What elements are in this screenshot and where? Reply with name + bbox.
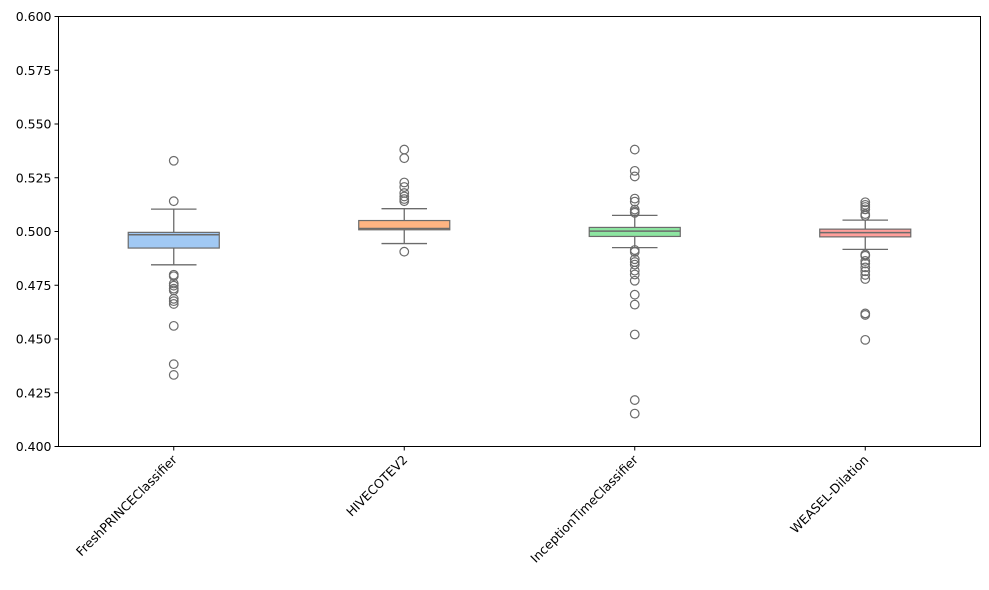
outlier-2-9 bbox=[629, 247, 640, 257]
box-series bbox=[127, 144, 912, 419]
x-tick-label-1: HIVECOTEV2 bbox=[343, 452, 410, 519]
outlier-1-3 bbox=[399, 182, 410, 192]
outlier-3-8 bbox=[860, 256, 871, 266]
outlier-3-12 bbox=[860, 270, 871, 280]
x-tick-label-2: InceptionTimeClassifier bbox=[527, 451, 641, 565]
outlier-2-16 bbox=[629, 289, 640, 300]
outlier-3-11 bbox=[860, 266, 871, 277]
outlier-2-12 bbox=[629, 259, 640, 270]
outlier-0-13 bbox=[168, 370, 179, 380]
x-tick-label-0: FreshPRINCEClassifier bbox=[73, 451, 181, 559]
box-1 bbox=[358, 144, 451, 257]
box-2 bbox=[588, 144, 681, 419]
outlier-2-19 bbox=[629, 395, 640, 405]
outlier-1-8 bbox=[399, 246, 410, 257]
outlier-3-0 bbox=[860, 197, 871, 208]
outlier-0-12 bbox=[168, 359, 179, 370]
iqr-box-2 bbox=[588, 226, 681, 238]
outlier-1-5 bbox=[399, 191, 410, 202]
outlier-2-0 bbox=[629, 144, 640, 155]
outlier-0-10 bbox=[168, 299, 179, 309]
outlier-2-17 bbox=[629, 299, 640, 310]
x-tick-label-3: WEASEL-Dilation bbox=[787, 452, 871, 536]
outlier-3-15 bbox=[860, 310, 871, 320]
outlier-3-16 bbox=[860, 334, 871, 345]
y-tick-label-0: 0.400 bbox=[16, 439, 52, 454]
iqr-box-0 bbox=[127, 231, 220, 249]
box-0 bbox=[127, 155, 220, 380]
box-3 bbox=[819, 197, 912, 345]
outlier-0-11 bbox=[168, 320, 179, 331]
x-axis: FreshPRINCEClassifier HIVECOTEV2 Inception… bbox=[73, 446, 871, 566]
outlier-2-1 bbox=[629, 165, 640, 176]
y-tick-label-3: 0.475 bbox=[16, 278, 52, 293]
y-tick-label-2: 0.450 bbox=[16, 332, 52, 347]
outlier-2-4 bbox=[629, 196, 640, 207]
outlier-2-15 bbox=[629, 275, 640, 286]
plot-frame bbox=[58, 16, 981, 447]
outlier-0-5 bbox=[168, 280, 179, 291]
y-axis: 0.400 0.425 0.450 0.475 0.500 0.525 0.550 0.575… bbox=[16, 9, 59, 454]
outlier-1-2 bbox=[399, 177, 410, 188]
outlier-2-13 bbox=[629, 265, 640, 276]
outlier-2-3 bbox=[629, 193, 640, 204]
outlier-2-18 bbox=[629, 329, 640, 340]
outlier-0-3 bbox=[168, 271, 179, 282]
outlier-2-10 bbox=[629, 254, 640, 265]
outlier-3-7 bbox=[860, 250, 871, 261]
outlier-0-1 bbox=[168, 196, 179, 207]
outlier-0-9 bbox=[168, 296, 179, 307]
outlier-0-0 bbox=[168, 155, 179, 166]
outlier-1-0 bbox=[399, 144, 410, 155]
outlier-1-7 bbox=[399, 196, 410, 207]
y-tick-label-4: 0.500 bbox=[16, 224, 52, 239]
outlier-2-20 bbox=[629, 408, 640, 419]
outlier-2-2 bbox=[629, 171, 640, 182]
y-tick-label-8: 0.600 bbox=[16, 9, 52, 24]
y-tick-label-5: 0.525 bbox=[16, 170, 52, 185]
y-tick-label-1: 0.425 bbox=[16, 385, 52, 400]
outlier-3-10 bbox=[860, 262, 871, 273]
outlier-0-8 bbox=[168, 293, 179, 304]
outlier-3-3 bbox=[860, 204, 871, 215]
outlier-3-13 bbox=[860, 274, 871, 284]
outlier-2-7 bbox=[629, 207, 640, 218]
outlier-3-5 bbox=[860, 210, 871, 221]
iqr-box-1 bbox=[358, 219, 451, 231]
y-tick-label-7: 0.575 bbox=[16, 63, 52, 78]
y-tick-label-6: 0.550 bbox=[16, 117, 52, 132]
outlier-1-1 bbox=[399, 153, 410, 164]
outlier-3-9 bbox=[860, 258, 871, 269]
outlier-2-14 bbox=[629, 269, 640, 280]
